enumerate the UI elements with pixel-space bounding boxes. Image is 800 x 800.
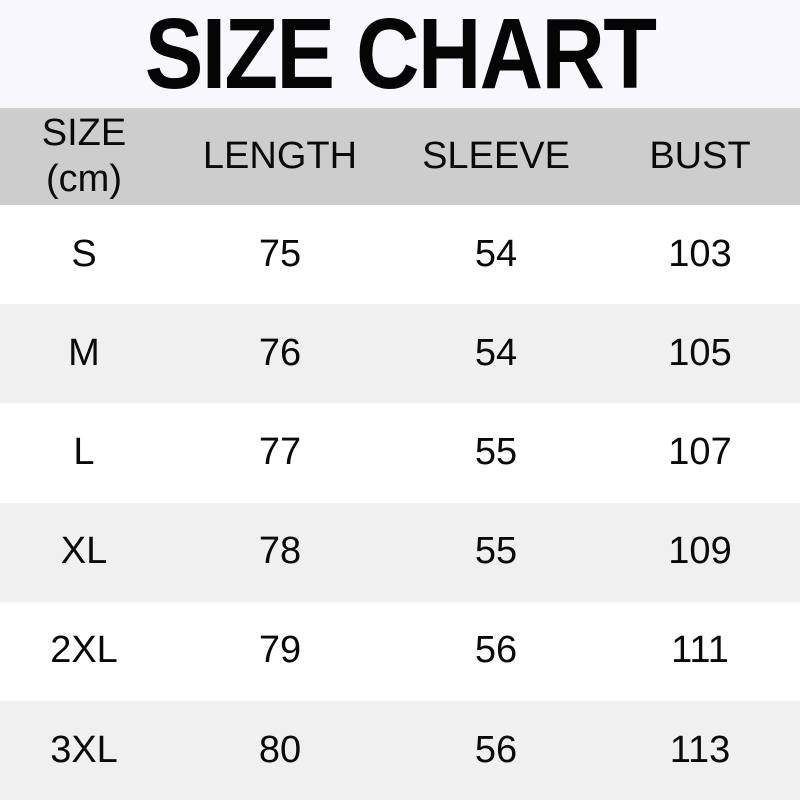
- cell-length: 75: [258, 232, 302, 275]
- table-row-3xl: 3XL 80 56 113: [0, 700, 800, 800]
- column-header-size-line2: (cm): [46, 157, 122, 200]
- cell-sleeve: 56: [474, 728, 518, 771]
- cell-size: XL: [60, 530, 108, 573]
- cell-sleeve: 54: [474, 232, 518, 275]
- cell-sleeve: 54: [474, 331, 518, 374]
- cell-bust: 105: [668, 331, 732, 374]
- table-row-s: S 75 54 103: [0, 205, 800, 305]
- cell-bust: 107: [668, 431, 732, 474]
- cell-size: M: [68, 331, 100, 374]
- table-header-row: SIZE (cm) LENGTH SLEEVE BUST: [0, 108, 800, 205]
- cell-sleeve: 55: [474, 530, 518, 573]
- column-header-bust: BUST: [649, 134, 751, 177]
- cell-length: 80: [258, 728, 302, 771]
- table-row-2xl: 2XL 79 56 111: [0, 601, 800, 701]
- column-header-size-line1: SIZE: [41, 111, 127, 154]
- table-row-m: M 76 54 105: [0, 304, 800, 404]
- cell-length: 76: [258, 331, 302, 374]
- column-header-length: LENGTH: [202, 134, 358, 177]
- cell-size: S: [71, 232, 97, 275]
- cell-bust: 111: [671, 629, 729, 672]
- cell-length: 77: [258, 431, 302, 474]
- cell-sleeve: 56: [474, 629, 518, 672]
- cell-length: 78: [258, 530, 302, 573]
- title-zone: SIZE CHART: [0, 0, 800, 108]
- cell-size: 2XL: [50, 629, 118, 672]
- column-header-sleeve: SLEEVE: [422, 134, 570, 177]
- cell-bust: 113: [669, 728, 731, 771]
- size-table: SIZE (cm) LENGTH SLEEVE BUST S 75 54 103…: [0, 108, 800, 800]
- cell-sleeve: 55: [474, 431, 518, 474]
- column-header-size: SIZE (cm): [0, 111, 168, 202]
- cell-size: L: [73, 431, 95, 474]
- cell-bust: 103: [668, 232, 732, 275]
- page-title: SIZE CHART: [144, 0, 657, 110]
- cell-length: 79: [258, 629, 302, 672]
- table-row-xl: XL 78 55 109: [0, 502, 800, 602]
- cell-size: 3XL: [50, 728, 118, 771]
- cell-bust: 109: [668, 530, 732, 573]
- table-row-l: L 77 55 107: [0, 403, 800, 503]
